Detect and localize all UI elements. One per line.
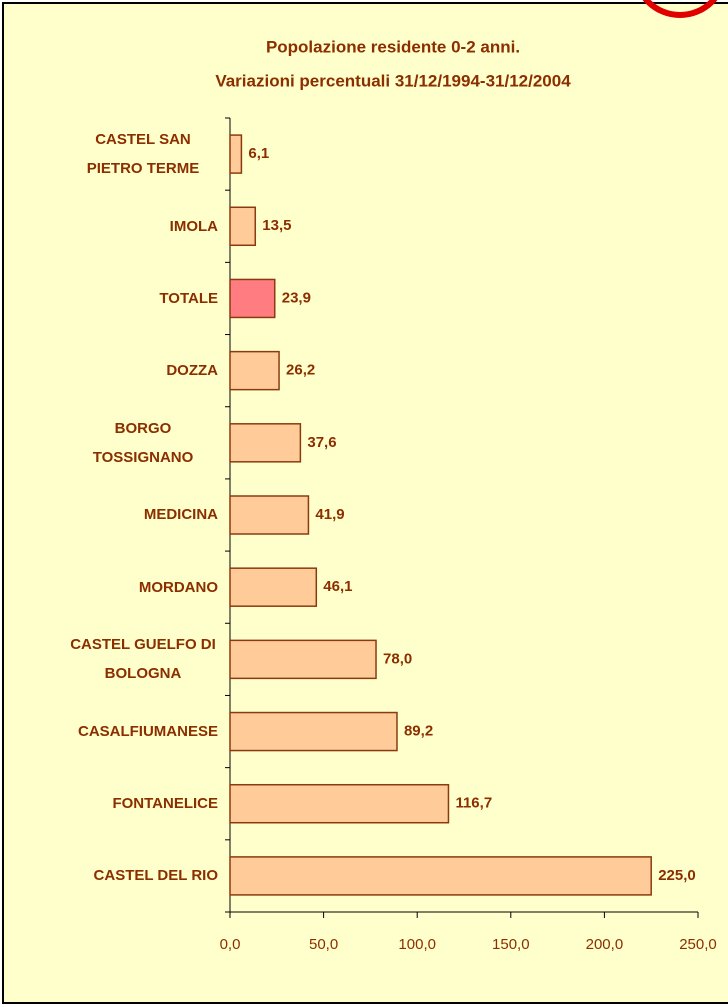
value-label: 116,7 — [455, 795, 492, 812]
value-label: 23,9 — [282, 289, 311, 306]
y-tick-label: FONTANELICE — [112, 795, 218, 813]
y-tick-label: CASTEL GUELFO DI BOLOGNA — [70, 636, 216, 683]
category-box: CASTEL SAN PIETRO TERME — [0, 118, 218, 190]
value-label: 78,0 — [383, 650, 412, 667]
category-box: FONTANELICE — [0, 768, 218, 840]
bar — [229, 783, 450, 824]
bar — [229, 134, 243, 174]
y-tick-label: CASTEL SAN PIETRO TERME — [86, 131, 200, 178]
x-tick-label: 100,0 — [398, 936, 436, 953]
chart-subtitle: Variazioni percentuali 31/12/1994-31/12/… — [215, 71, 571, 90]
bar — [229, 350, 280, 391]
value-label: 46,1 — [323, 578, 352, 595]
value-label: 225,0 — [658, 867, 696, 884]
value-label: 89,2 — [404, 723, 433, 740]
category-box: CASTEL GUELFO DI BOLOGNA — [0, 623, 218, 695]
y-tick-label: CASTEL DEL RIO — [93, 867, 218, 885]
bar — [229, 495, 310, 535]
chart-title: Popolazione residente 0-2 anni. — [266, 37, 520, 56]
x-tick-label: 0,0 — [220, 936, 241, 953]
y-tick-label: CASALFIUMANESE — [77, 723, 218, 741]
category-box: TOTALE — [0, 262, 218, 334]
bar — [229, 206, 257, 247]
bar — [229, 278, 276, 319]
bar — [229, 856, 652, 896]
y-tick-label: MEDICINA — [143, 506, 218, 524]
category-box: CASTEL DEL RIO — [0, 840, 218, 912]
value-label: 6,1 — [248, 145, 269, 162]
value-label: 41,9 — [315, 506, 344, 523]
category-box: MEDICINA — [0, 479, 218, 551]
x-tick-label: 50,0 — [309, 936, 338, 953]
category-box: CASALFIUMANESE — [0, 695, 218, 767]
category-box: MORDANO — [0, 551, 218, 623]
category-box: IMOLA — [0, 190, 218, 262]
value-label: 37,6 — [307, 434, 336, 451]
y-tick-label: DOZZA — [166, 362, 218, 380]
y-tick-label: BORGO TOSSIGNANO — [92, 419, 194, 466]
bar — [229, 423, 302, 463]
category-box: DOZZA — [0, 335, 218, 407]
y-tick-label: IMOLA — [169, 217, 218, 235]
value-label: 26,2 — [286, 362, 315, 379]
value-label: 13,5 — [262, 217, 291, 234]
logo-arc — [642, 0, 718, 18]
bar — [229, 567, 318, 607]
x-tick-label: 250,0 — [679, 936, 717, 953]
bar — [229, 711, 398, 752]
y-tick-label: TOTALE — [159, 289, 218, 307]
x-tick-label: 150,0 — [492, 936, 530, 953]
bar — [229, 639, 377, 680]
x-tick-label: 200,0 — [586, 936, 624, 953]
category-box: BORGO TOSSIGNANO — [0, 407, 218, 479]
y-tick-label: MORDANO — [138, 578, 218, 596]
